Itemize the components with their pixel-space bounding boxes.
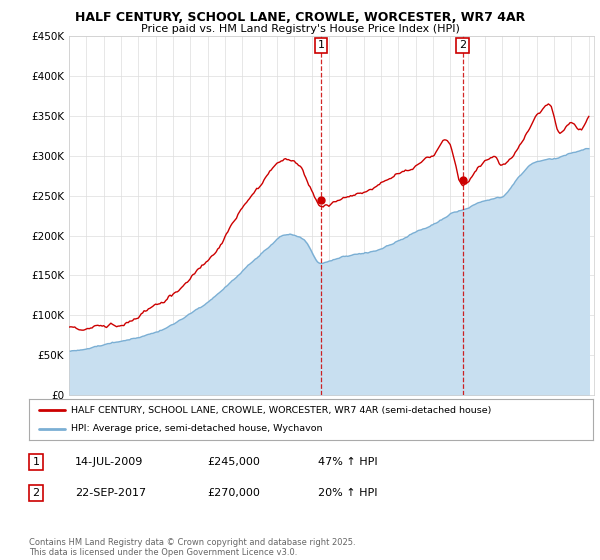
Text: £270,000: £270,000 — [207, 488, 260, 498]
Text: 47% ↑ HPI: 47% ↑ HPI — [318, 457, 377, 467]
Text: HALF CENTURY, SCHOOL LANE, CROWLE, WORCESTER, WR7 4AR: HALF CENTURY, SCHOOL LANE, CROWLE, WORCE… — [75, 11, 525, 24]
Text: 20% ↑ HPI: 20% ↑ HPI — [318, 488, 377, 498]
Text: 22-SEP-2017: 22-SEP-2017 — [75, 488, 146, 498]
Text: 14-JUL-2009: 14-JUL-2009 — [75, 457, 143, 467]
Text: £245,000: £245,000 — [207, 457, 260, 467]
Text: 1: 1 — [32, 457, 40, 467]
Text: 1: 1 — [317, 40, 325, 50]
Text: HPI: Average price, semi-detached house, Wychavon: HPI: Average price, semi-detached house,… — [71, 424, 323, 433]
Text: HALF CENTURY, SCHOOL LANE, CROWLE, WORCESTER, WR7 4AR (semi-detached house): HALF CENTURY, SCHOOL LANE, CROWLE, WORCE… — [71, 405, 491, 414]
Text: Price paid vs. HM Land Registry's House Price Index (HPI): Price paid vs. HM Land Registry's House … — [140, 24, 460, 34]
Text: 2: 2 — [32, 488, 40, 498]
Text: Contains HM Land Registry data © Crown copyright and database right 2025.
This d: Contains HM Land Registry data © Crown c… — [29, 538, 355, 557]
Text: 2: 2 — [459, 40, 466, 50]
